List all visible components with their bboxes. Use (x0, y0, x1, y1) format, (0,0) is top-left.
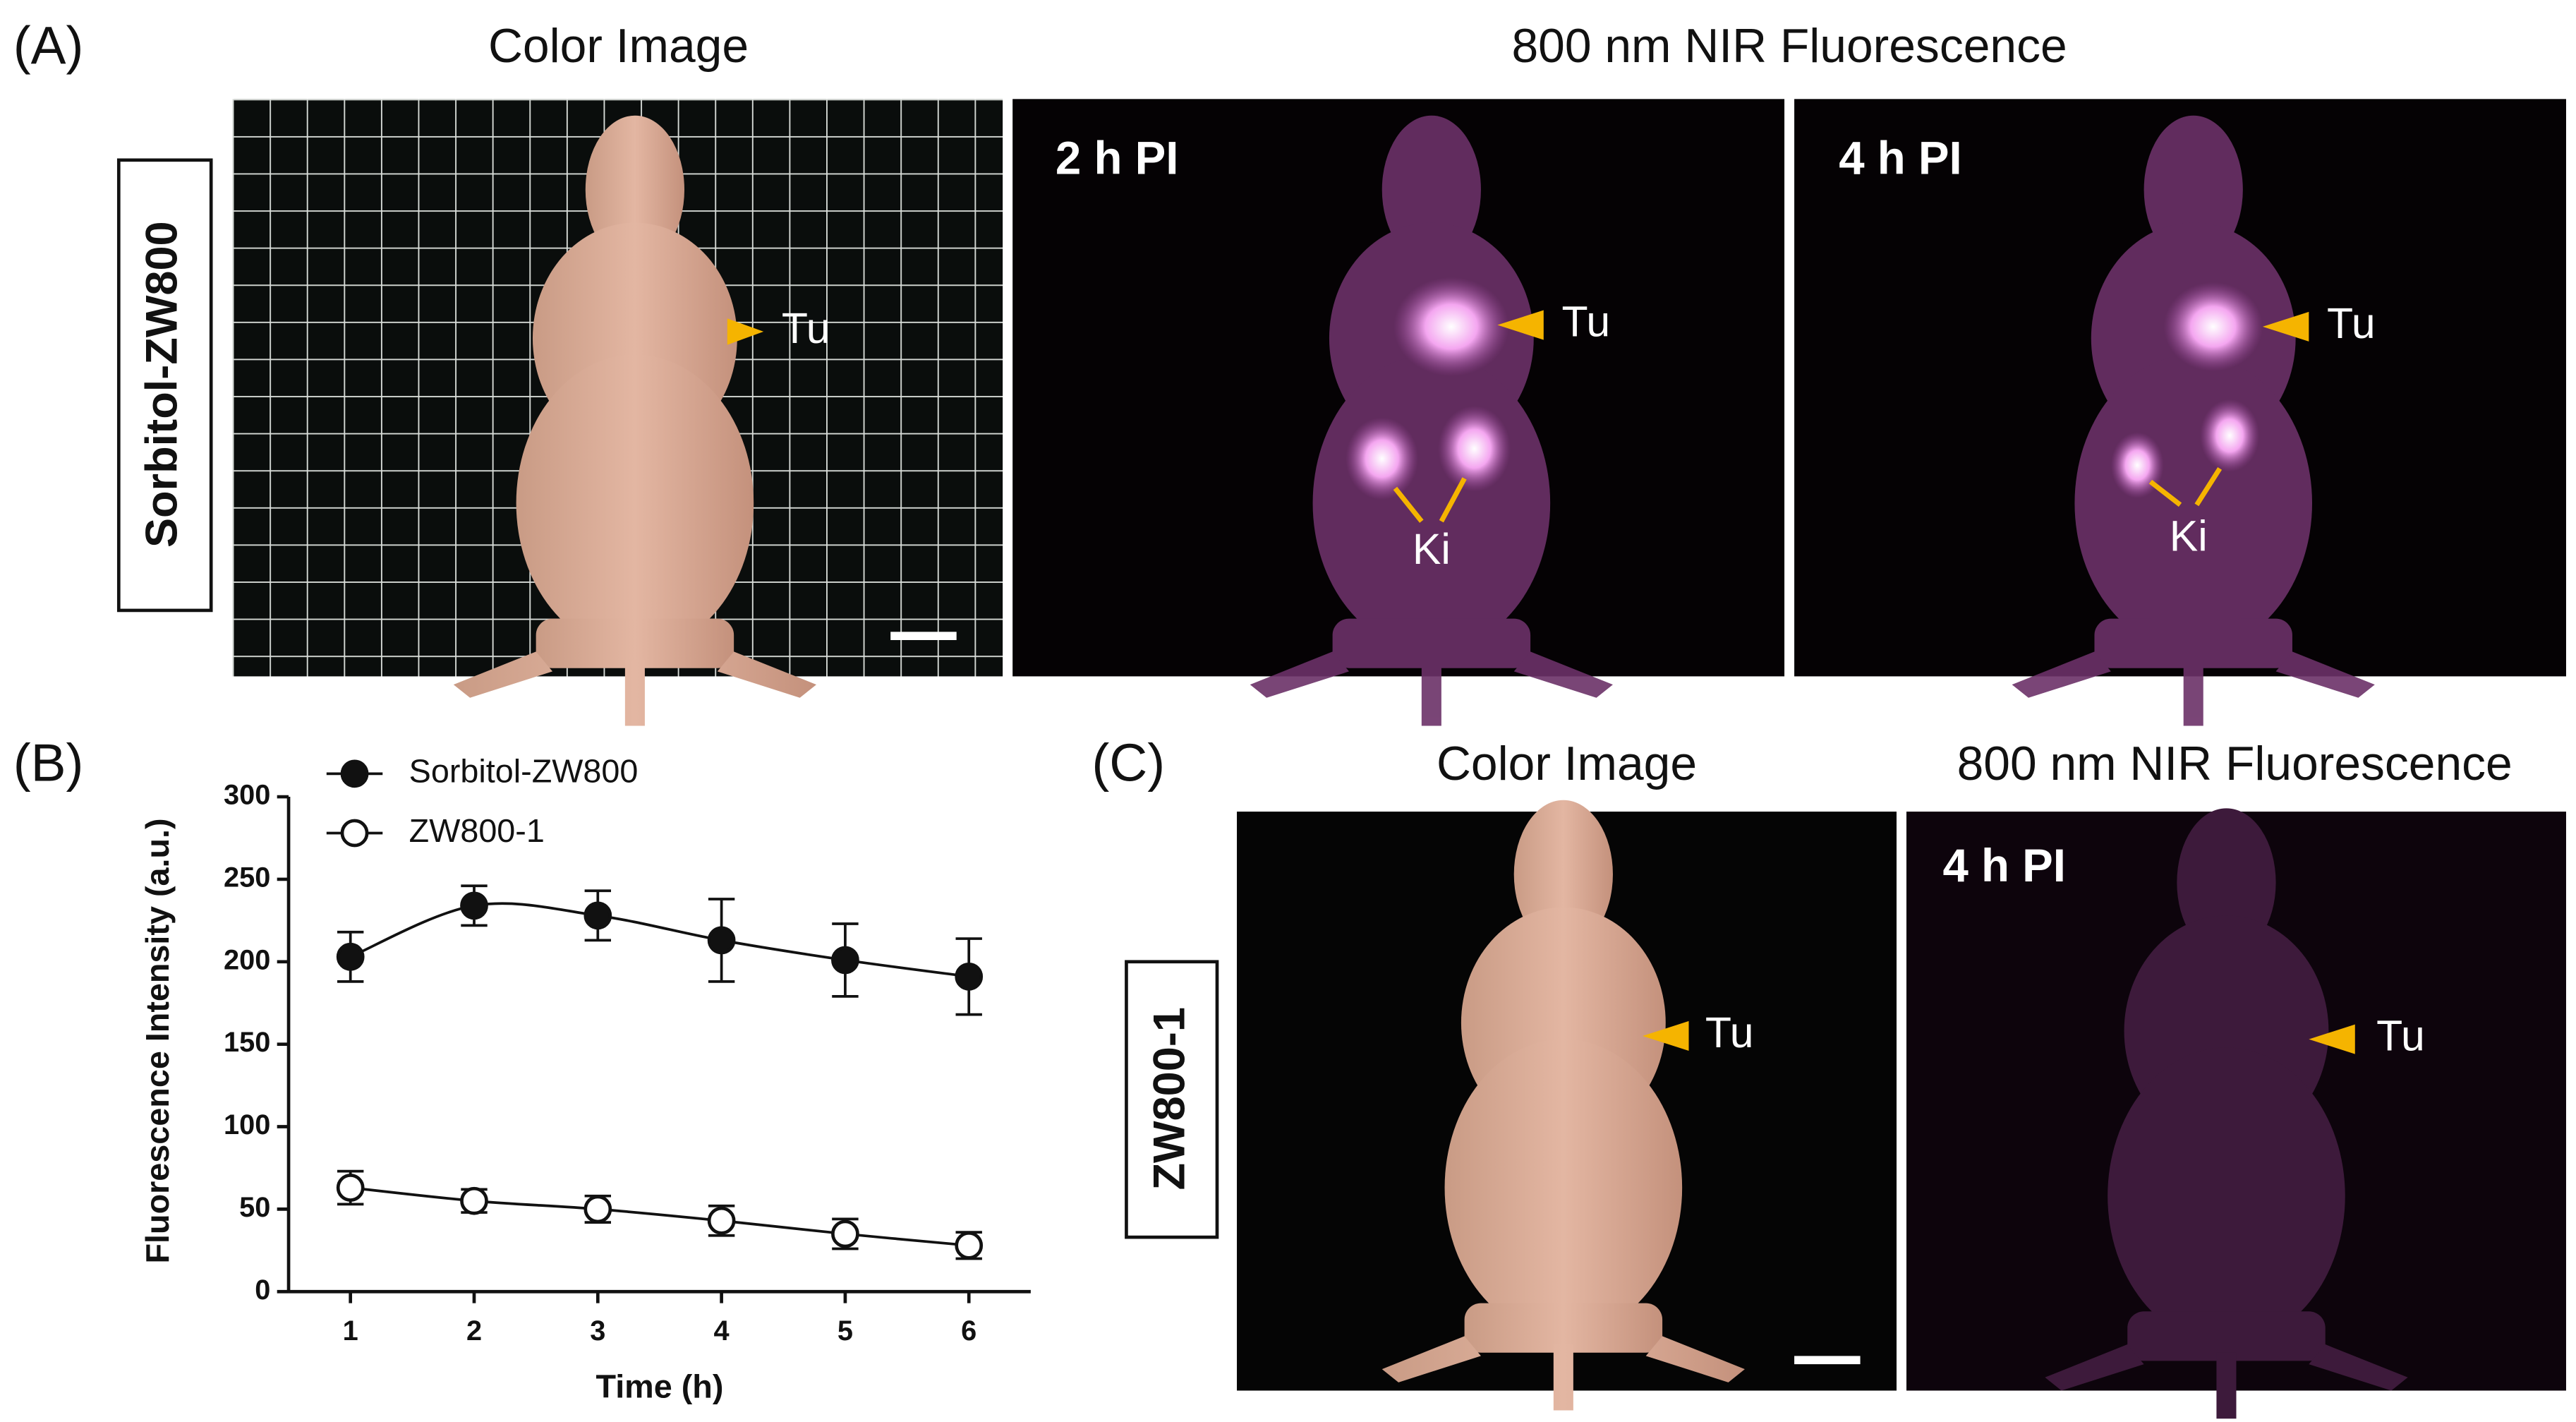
marker (336, 1174, 365, 1202)
row-label-box (116, 158, 213, 613)
annotation: Tu (2327, 299, 2376, 347)
annotation: Tu (2376, 1012, 2425, 1060)
marker (460, 1186, 488, 1215)
arrow (1393, 477, 1467, 523)
y-tick-label: 50 (239, 1192, 270, 1223)
annotation: Ki (1413, 525, 1451, 573)
kidney-signal (2200, 399, 2260, 472)
column-title: Color Image (488, 20, 749, 73)
marker (460, 891, 488, 920)
legend-marker (340, 819, 369, 848)
time-label: 4 h PI (1839, 132, 1962, 183)
marker (583, 901, 612, 930)
line-chart: 0 50 100 150 200 250 300 1 2 3 4 5 6 Time (h) Fluoresc… (139, 753, 1031, 1405)
marker (955, 1231, 984, 1260)
row-label: ZW800-1 (1145, 1007, 1195, 1190)
y-tick-label: 200 (224, 944, 270, 975)
series-line (349, 902, 969, 978)
arrowhead (1497, 310, 1544, 340)
annotation: Tu (1705, 1008, 1754, 1056)
x-tick-label: 6 (961, 1315, 976, 1346)
legend-label: Sorbitol-ZW800 (409, 753, 639, 790)
kidney-signal (1346, 417, 1419, 500)
panel-label: (A) (13, 16, 84, 75)
scale-bar (1794, 1356, 1861, 1365)
marker (831, 1219, 859, 1248)
time-label: 2 h PI (1056, 132, 1179, 183)
panel-label: (C) (1092, 733, 1165, 793)
row-label: Sorbitol-ZW800 (137, 221, 186, 548)
y-tick-label: 0 (255, 1275, 270, 1306)
tumor-signal (2163, 282, 2263, 371)
y-tick-label: 250 (224, 862, 270, 893)
y-axis-label: Fluorescence Intensity (a.u.) (139, 818, 176, 1263)
x-tick-label: 3 (590, 1315, 605, 1346)
y-tick-label: 100 (224, 1109, 270, 1140)
x-axis-label: Time (h) (596, 1368, 724, 1405)
arrowhead (1643, 1020, 1689, 1052)
marker (707, 1206, 736, 1235)
column-title: 800 nm NIR Fluorescence (1511, 20, 2067, 73)
scale-bar (890, 632, 957, 640)
x-tick-label: 5 (837, 1315, 853, 1346)
row-label-box (1125, 960, 1219, 1239)
arrowhead (2309, 1024, 2355, 1054)
x-tick-label: 2 (466, 1315, 482, 1346)
kidney-signal (1438, 406, 1511, 492)
marker (583, 1195, 612, 1224)
legend-label: ZW800-1 (409, 812, 545, 849)
arrowhead (2262, 311, 2309, 342)
time-label: 4 h PI (1942, 840, 2066, 891)
column-title: 800 nm NIR Fluorescence (1957, 737, 2512, 790)
arrow (2148, 467, 2223, 507)
panel-label: (B) (13, 733, 84, 793)
annotation: Tu (1562, 298, 1611, 346)
column-title: Color Image (1437, 737, 1697, 790)
tumor-signal (1393, 277, 1509, 377)
legend-marker (340, 759, 369, 788)
marker (955, 962, 984, 991)
series-line (350, 1186, 969, 1247)
marker (336, 942, 365, 971)
arrowhead (727, 318, 764, 345)
x-tick-label: 1 (343, 1315, 358, 1346)
x-tick-label: 4 (714, 1315, 730, 1346)
annotation: Ki (2170, 512, 2208, 560)
y-tick-label: 300 (224, 780, 270, 811)
marker (707, 926, 736, 955)
marker (831, 946, 859, 975)
annotation: Tu (782, 304, 830, 352)
y-tick-label: 150 (224, 1027, 270, 1058)
